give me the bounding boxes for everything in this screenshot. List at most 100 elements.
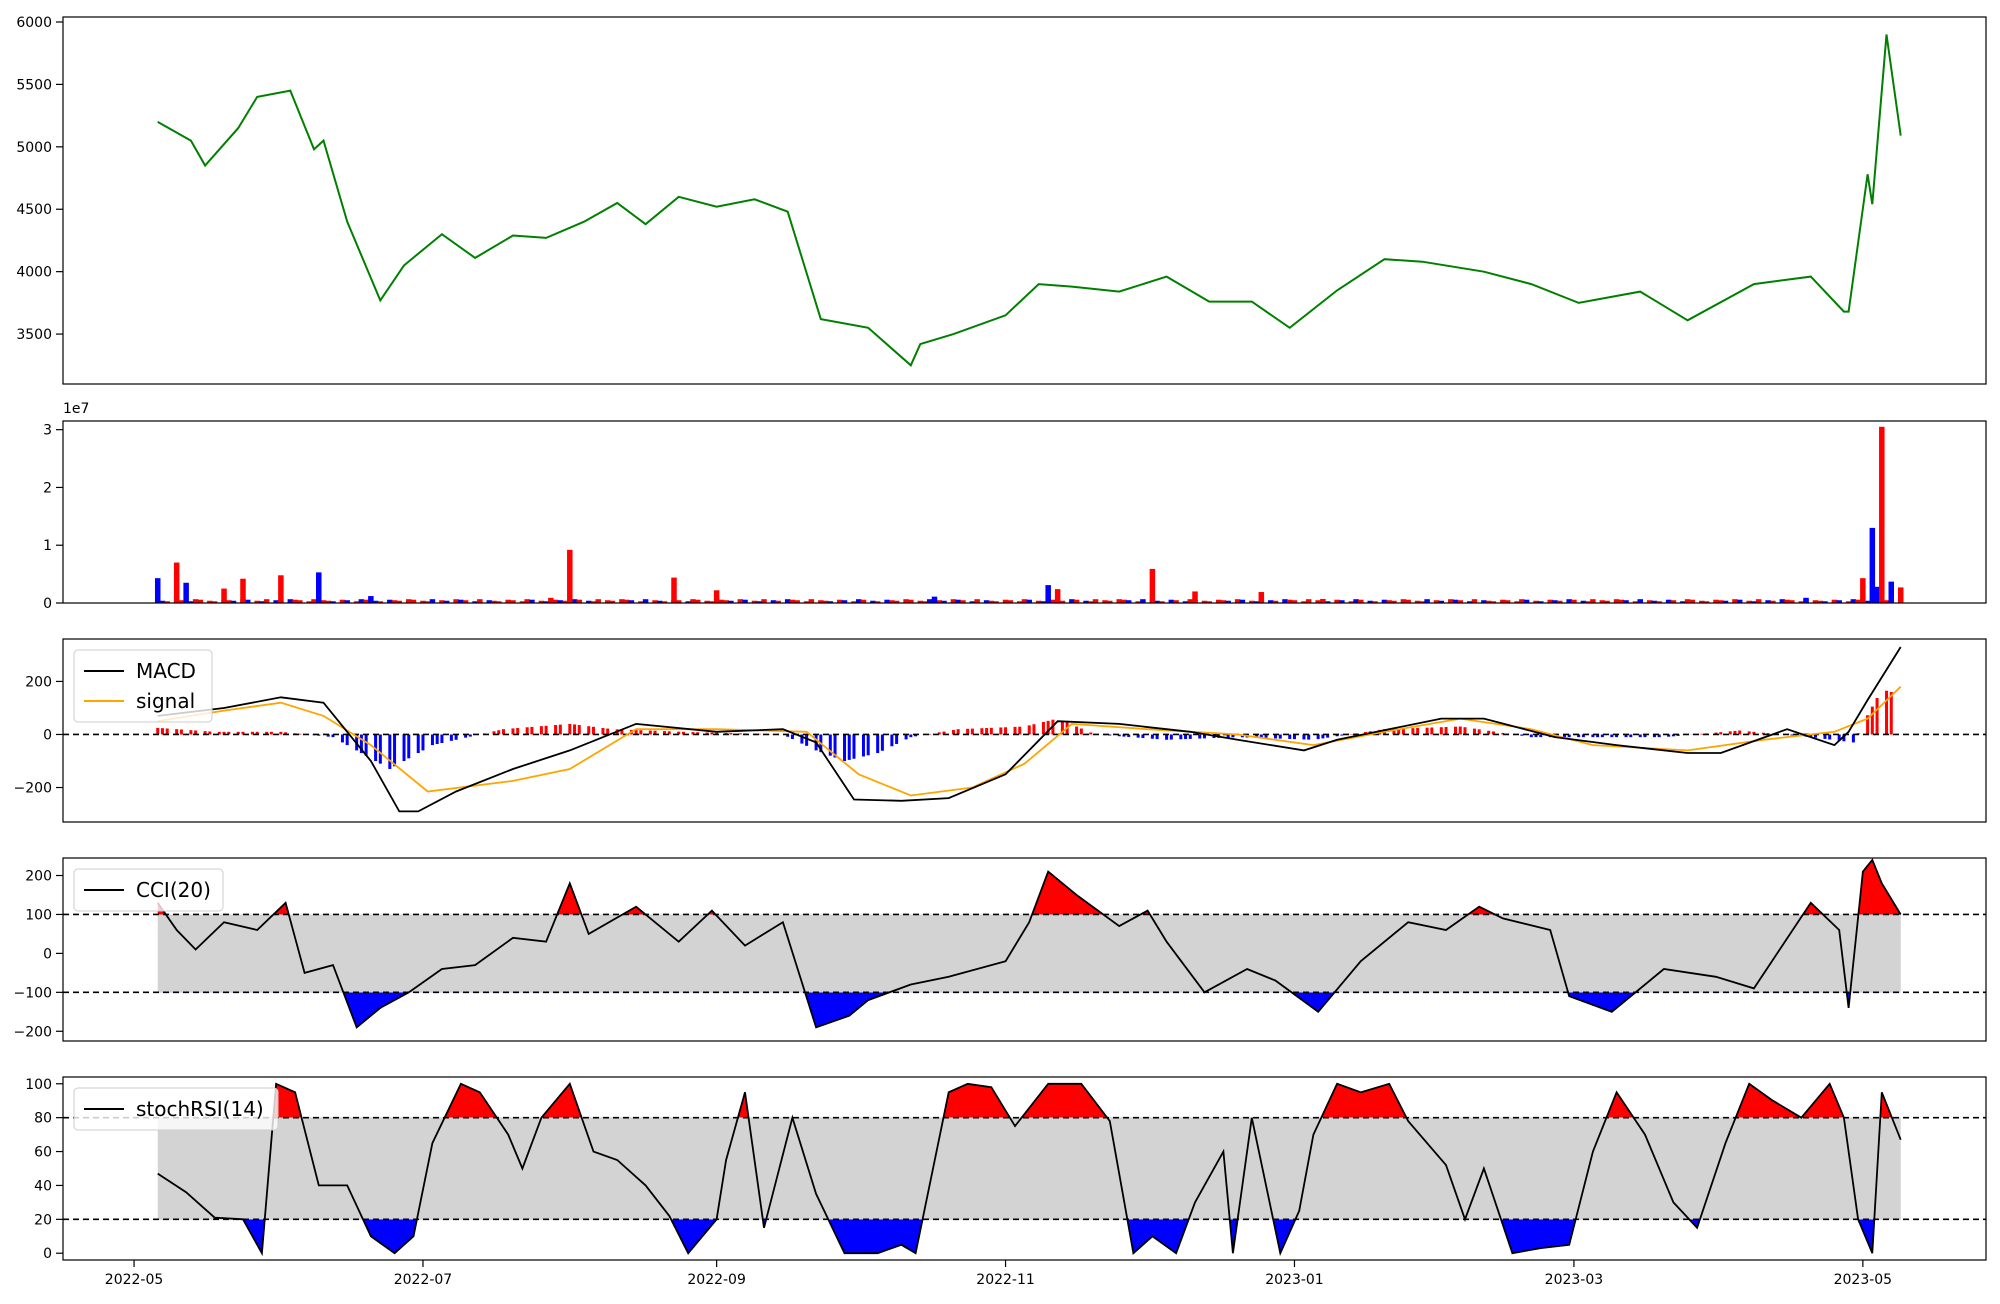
macd-histogram-bar — [1018, 727, 1021, 735]
macd-histogram-bar — [881, 734, 884, 750]
macd-histogram-bar — [545, 726, 548, 735]
volume-offset-text: 1e7 — [63, 401, 89, 417]
macd-histogram-bar — [1871, 707, 1874, 735]
stochrsi-ytick-label: 0 — [43, 1246, 52, 1262]
macd-histogram-bar — [843, 734, 846, 761]
macd-histogram-bar — [876, 734, 879, 753]
macd-histogram-bar — [436, 734, 439, 744]
volume-bar — [278, 575, 284, 603]
volume-bar — [1055, 589, 1061, 603]
macd-histogram-bar — [862, 734, 865, 756]
macd-legend-label: signal — [136, 689, 195, 713]
macd-histogram-bar — [890, 734, 893, 746]
macd-histogram-bar — [729, 733, 732, 734]
macd-histogram-bar — [189, 730, 192, 734]
macd-histogram-bar — [1719, 732, 1722, 734]
macd-histogram-bar — [279, 732, 282, 735]
volume-ytick-label: 3 — [43, 423, 52, 439]
macd-histogram-bar — [1539, 734, 1542, 737]
macd-histogram-bar — [606, 729, 609, 735]
x-tick-label: 2022-09 — [687, 1272, 746, 1288]
macd-histogram-bar — [573, 724, 576, 734]
volume-bar — [932, 597, 938, 603]
macd-histogram-bar — [1004, 727, 1007, 734]
macd-histogram-bar — [966, 729, 969, 735]
macd-histogram-bar — [1459, 727, 1462, 735]
macd-histogram-bar — [469, 734, 472, 736]
volume-bar — [1045, 585, 1051, 603]
macd-histogram-bar — [1179, 734, 1182, 739]
volume-bar — [1803, 598, 1809, 603]
volume-ytick-label: 2 — [43, 480, 52, 496]
macd-histogram-bar — [1885, 691, 1888, 735]
volume-bar — [671, 578, 677, 603]
macd-histogram-bar — [867, 734, 870, 755]
macd-histogram-bar — [403, 734, 406, 761]
macd-histogram-bar — [1629, 734, 1632, 737]
macd-histogram-bar — [592, 727, 595, 735]
x-tick-label: 2023-05 — [1834, 1272, 1893, 1288]
macd-histogram-bar — [511, 728, 514, 734]
volume-bar — [155, 578, 161, 603]
macd-histogram-bar — [1610, 734, 1613, 737]
price-ytick-label: 6000 — [16, 15, 52, 31]
macd-histogram-bar — [971, 729, 974, 735]
macd-histogram-bar — [421, 734, 424, 750]
macd-histogram-bar — [1189, 734, 1192, 738]
volume-bar — [1320, 599, 1326, 603]
macd-histogram-bar — [388, 734, 391, 768]
stochrsi-ytick-label: 100 — [25, 1077, 52, 1093]
macd-histogram-bar — [1890, 692, 1893, 734]
macd-histogram-bar — [1520, 734, 1523, 735]
macd-histogram-bar — [1790, 734, 1793, 735]
macd-histogram-bar — [559, 725, 562, 735]
volume-bar — [221, 589, 227, 603]
macd-histogram-bar — [1426, 728, 1429, 735]
macd-histogram-bar — [379, 734, 382, 763]
macd-histogram-bar — [516, 728, 519, 734]
macd-histogram-bar — [440, 734, 443, 742]
volume-bar — [1879, 427, 1885, 603]
macd-histogram-bar — [1852, 734, 1855, 742]
macd-histogram-bar — [1876, 698, 1879, 734]
macd-ytick-label: 0 — [43, 727, 52, 743]
x-tick-label: 2022-11 — [976, 1272, 1035, 1288]
volume-ytick-label: 0 — [43, 596, 52, 612]
macd-histogram-bar — [1170, 734, 1173, 739]
volume-bar — [174, 563, 180, 603]
volume-bar — [1259, 592, 1265, 603]
macd-histogram-bar — [554, 725, 557, 734]
macd-histogram-bar — [1463, 727, 1466, 734]
macd-histogram-bar — [407, 734, 410, 758]
macd-histogram-bar — [530, 727, 533, 735]
macd-histogram-bar — [852, 734, 855, 758]
macd-histogram-bar — [156, 728, 159, 735]
volume-bar — [1874, 587, 1880, 603]
volume-frame — [63, 421, 1986, 603]
macd-histogram-bar — [1639, 734, 1642, 737]
stochrsi-ytick-label: 20 — [34, 1212, 52, 1228]
macd-histogram-bar — [417, 734, 420, 753]
macd-histogram-bar — [1075, 727, 1078, 735]
macd-histogram-bar — [270, 732, 273, 735]
macd-histogram-bar — [450, 734, 453, 740]
price-frame — [63, 17, 1986, 384]
macd-histogram-bar — [1430, 728, 1433, 735]
macd-histogram-bar — [990, 728, 993, 735]
macd-histogram-bar — [710, 733, 713, 735]
macd-histogram-bar — [1032, 724, 1035, 734]
volume-bar — [368, 596, 374, 603]
price-ytick-label: 5000 — [16, 140, 52, 156]
macd-histogram-bar — [161, 728, 164, 734]
volume-bar — [1860, 578, 1866, 603]
volume-bar — [1192, 591, 1198, 603]
stochrsi-legend-label: stochRSI(14) — [136, 1097, 264, 1121]
x-tick-label: 2023-03 — [1545, 1272, 1604, 1288]
macd-histogram-bar — [895, 734, 898, 743]
price-ytick-label: 4500 — [16, 202, 52, 218]
price-ytick-label: 4000 — [16, 265, 52, 281]
macd-histogram-bar — [601, 728, 604, 734]
macd-histogram-bar — [1530, 734, 1533, 737]
volume-bar — [240, 579, 246, 603]
